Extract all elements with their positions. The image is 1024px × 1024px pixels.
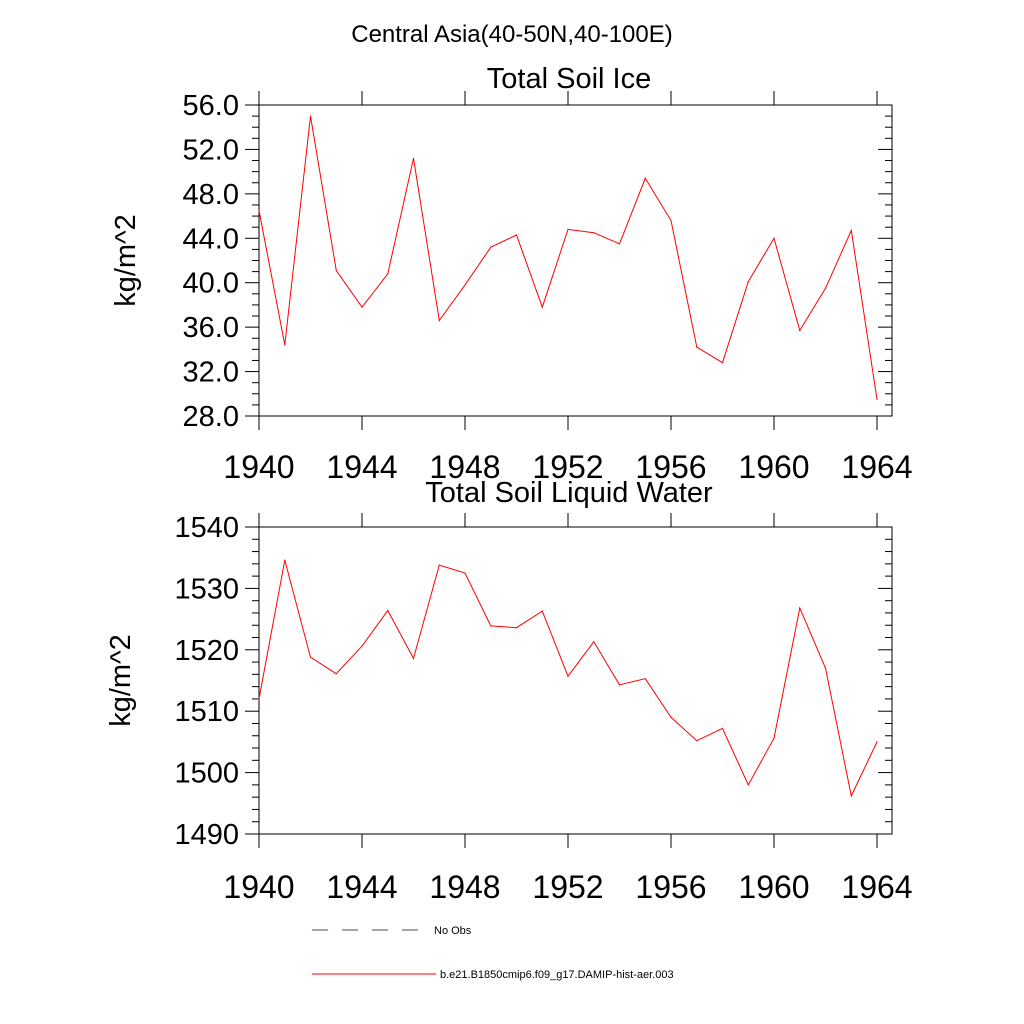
- data-point: [464, 284, 466, 286]
- data-point: [824, 667, 827, 669]
- y-tick-label: 1510: [174, 696, 239, 728]
- y-tick-label: 52.0: [183, 134, 239, 166]
- data-point: [799, 329, 801, 332]
- y-tick-label: 48.0: [183, 179, 239, 211]
- data-point: [670, 716, 672, 718]
- data-point: [850, 795, 852, 797]
- data-point: [618, 684, 621, 686]
- y-tick-label: 32.0: [183, 357, 239, 389]
- series-line: [258, 116, 878, 400]
- x-tick-label: 1940: [223, 449, 294, 485]
- x-tick-label: 1960: [738, 869, 809, 905]
- x-tick-label: 1944: [326, 869, 397, 905]
- x-tick-label: 1952: [532, 449, 603, 485]
- data-point: [515, 627, 518, 629]
- figure-title: Central Asia(40-50N,40-100E): [351, 21, 673, 48]
- y-axis-label: kg/m^2: [105, 634, 137, 727]
- data-point: [541, 306, 543, 308]
- x-tick-label: 1948: [429, 869, 500, 905]
- y-tick-label: 56.0: [183, 90, 239, 122]
- data-point: [618, 243, 621, 245]
- data-point: [773, 737, 775, 739]
- y-tick-label: 1540: [174, 512, 239, 544]
- x-tick-label: 1964: [841, 869, 912, 905]
- legend-label-no-obs: No Obs: [434, 925, 472, 937]
- x-tick-label: 1940: [223, 869, 294, 905]
- data-point: [876, 398, 878, 400]
- x-tick-label: 1956: [635, 869, 706, 905]
- data-point: [387, 273, 389, 275]
- data-point: [515, 234, 518, 236]
- data-point: [284, 559, 286, 561]
- chart-title: Total Soil Liquid Water: [425, 477, 713, 509]
- data-point: [464, 572, 466, 574]
- y-axis-label: kg/m^2: [110, 214, 142, 307]
- data-point: [258, 209, 260, 212]
- y-tick-label: 36.0: [183, 312, 239, 344]
- y-tick-label: 44.0: [183, 223, 239, 255]
- data-point: [696, 740, 698, 742]
- y-tick-label: 40.0: [183, 268, 239, 300]
- y-tick-label: 28.0: [183, 401, 239, 433]
- data-point: [593, 232, 595, 234]
- data-point: [438, 319, 440, 322]
- legend-label-model: b.e21.B1850cmip6.f09_g17.DAMIP-hist-aer.…: [440, 969, 674, 981]
- series-line: [258, 560, 878, 798]
- x-tick-label: 1956: [635, 449, 706, 485]
- data-point: [412, 657, 415, 659]
- data-point: [335, 673, 337, 675]
- data-point: [258, 698, 260, 700]
- data-point: [567, 228, 569, 230]
- y-tick-label: 1490: [174, 819, 239, 851]
- data-point: [799, 607, 801, 609]
- data-point: [876, 741, 878, 743]
- x-tick-label: 1948: [429, 449, 500, 485]
- data-point: [309, 115, 312, 117]
- data-point: [361, 645, 363, 647]
- data-point: [644, 678, 646, 680]
- data-point: [541, 610, 543, 612]
- x-tick-label: 1952: [532, 869, 603, 905]
- data-point: [850, 229, 852, 232]
- plot-frame: [258, 526, 893, 835]
- data-point: [644, 177, 646, 179]
- data-point: [412, 157, 415, 159]
- data-point: [567, 675, 569, 677]
- legend: No Obs b.e21.B1850cmip6.f09_g17.DAMIP-hi…: [312, 925, 674, 981]
- data-point: [824, 287, 827, 289]
- data-point: [747, 784, 749, 786]
- data-point: [284, 344, 286, 346]
- chart-total-soil-ice: Total Soil Ice kg/m^2 28.0 32.0 36.0 40.0 44.0…: [110, 63, 913, 485]
- data-point: [721, 727, 724, 729]
- y-tick-label: 1500: [174, 758, 239, 790]
- data-point: [593, 641, 595, 643]
- data-point: [387, 609, 389, 612]
- y-tick-label: 1520: [174, 635, 239, 667]
- chart-title: Total Soil Ice: [487, 63, 651, 95]
- x-tick-label: 1944: [326, 449, 397, 485]
- data-point: [773, 237, 775, 239]
- data-point: [696, 346, 698, 348]
- plot-frame: [258, 104, 893, 417]
- data-point: [361, 306, 363, 308]
- data-point: [490, 246, 492, 248]
- data-point: [335, 269, 337, 272]
- chart-total-soil-liquid-water: Total Soil Liquid Water kg/m^2 1490 1500 151…: [105, 477, 913, 905]
- data-point: [438, 564, 440, 566]
- x-tick-label: 1960: [738, 449, 809, 485]
- data-point: [747, 281, 749, 283]
- y-tick-label: 1530: [174, 573, 239, 605]
- data-point: [490, 625, 492, 627]
- data-point: [670, 219, 672, 222]
- data-point: [721, 362, 724, 364]
- data-point: [309, 656, 312, 658]
- x-tick-label: 1964: [841, 449, 912, 485]
